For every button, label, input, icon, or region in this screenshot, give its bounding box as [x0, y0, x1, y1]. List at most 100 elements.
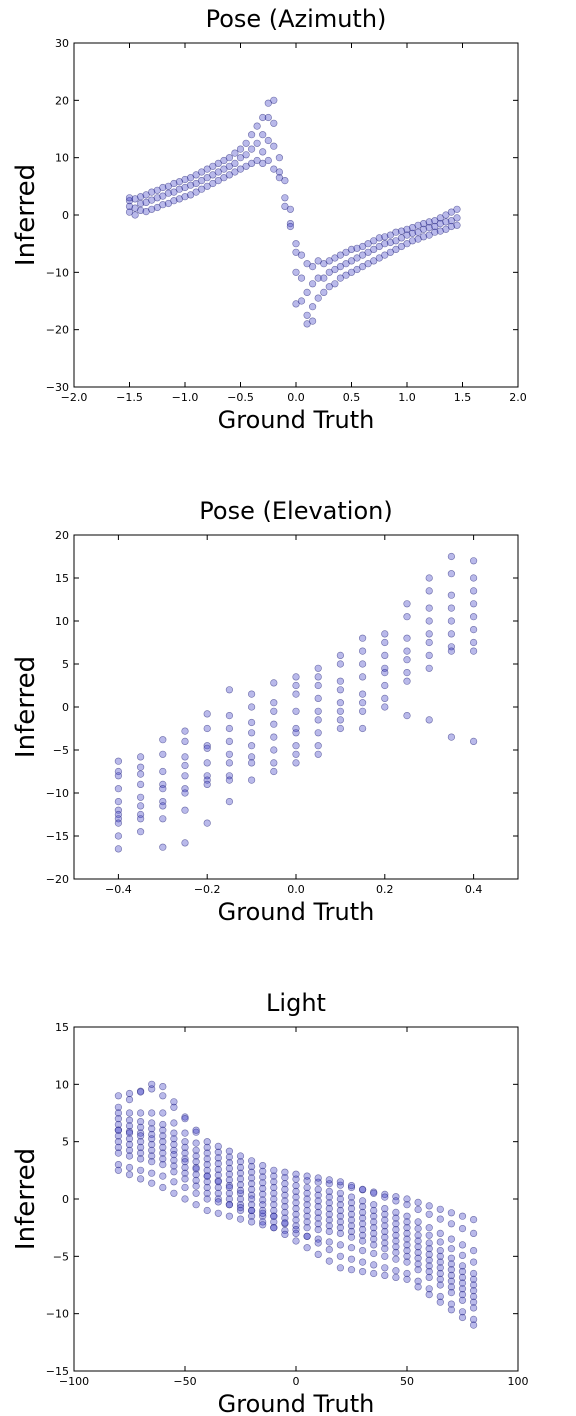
data-point [181, 727, 189, 735]
data-point [281, 177, 289, 185]
y-axis-label: Inferred [11, 1148, 41, 1250]
data-point [203, 1138, 211, 1146]
data-point [292, 750, 300, 758]
data-point [159, 1155, 167, 1163]
data-point [392, 1208, 400, 1216]
data-point [370, 1201, 378, 1209]
data-point [297, 274, 306, 282]
data-point [347, 257, 356, 265]
data-point [270, 1218, 278, 1226]
data-point [270, 720, 278, 728]
data-point [281, 1208, 289, 1216]
data-point [381, 1190, 389, 1198]
data-point [214, 159, 222, 167]
data-point [414, 1260, 422, 1268]
data-point [292, 1199, 300, 1207]
data-point [231, 168, 239, 176]
data-point [181, 753, 189, 761]
data-point [159, 201, 167, 209]
data-point [281, 1226, 289, 1235]
data-point [248, 1218, 256, 1226]
data-point [248, 690, 256, 698]
y-tick-label: 20 [55, 94, 69, 107]
data-point [447, 217, 456, 225]
data-point [114, 845, 122, 853]
data-point [336, 1206, 345, 1215]
data-point [248, 1174, 256, 1182]
x-tick-label: −0.2 [194, 883, 221, 896]
data-point [270, 1224, 278, 1232]
plot-frame [73, 534, 519, 880]
data-point [170, 197, 178, 205]
data-point [281, 1197, 289, 1205]
data-point [159, 1109, 167, 1117]
data-point [259, 1179, 267, 1187]
data-point [203, 780, 211, 789]
data-point [187, 181, 195, 189]
data-point [159, 1143, 167, 1151]
data-point [447, 1271, 456, 1279]
data-point [447, 1245, 456, 1253]
data-point [203, 710, 211, 718]
data-point [192, 1170, 200, 1179]
data-point [447, 1220, 456, 1228]
data-point [170, 188, 178, 196]
data-point [436, 1292, 444, 1301]
data-point [170, 179, 178, 188]
data-point [248, 1206, 256, 1215]
data-point [181, 761, 189, 770]
data-point [470, 1287, 478, 1295]
x-tick-label: −0.5 [227, 391, 254, 404]
data-point [359, 699, 367, 707]
data-point [303, 1224, 311, 1232]
data-point [375, 254, 383, 262]
data-point [137, 793, 145, 801]
data-point [125, 202, 134, 210]
data-point [447, 647, 456, 655]
data-point [370, 1218, 378, 1226]
data-point [458, 1313, 467, 1322]
data-point [320, 288, 328, 297]
data-point [225, 1153, 233, 1161]
data-point [203, 759, 211, 767]
data-point [203, 1183, 211, 1192]
data-point [281, 1191, 289, 1199]
data-point [470, 1246, 478, 1255]
data-point [436, 1275, 444, 1283]
data-point [447, 617, 456, 625]
data-point [431, 222, 439, 231]
data-point [137, 802, 145, 810]
x-tick-label: 0 [293, 1375, 300, 1388]
data-point [414, 1248, 422, 1257]
data-point [137, 1143, 145, 1151]
y-tick-label: −10 [46, 787, 69, 800]
data-point [314, 664, 322, 672]
x-tick-label: −50 [173, 1375, 196, 1388]
data-point [403, 1212, 411, 1220]
data-point [181, 737, 189, 746]
data-point [458, 1273, 467, 1281]
data-point [447, 1306, 456, 1314]
data-point [470, 1215, 478, 1224]
data-point [370, 237, 378, 245]
data-point [181, 1113, 189, 1121]
data-point [209, 171, 217, 179]
data-point [381, 638, 389, 647]
data-point [214, 1142, 222, 1150]
data-point [392, 228, 400, 236]
data-point [292, 690, 300, 698]
y-tick-label: −20 [46, 873, 69, 886]
data-point [181, 1158, 189, 1166]
data-point [270, 1212, 278, 1220]
data-point [425, 224, 433, 232]
data-point [320, 274, 328, 282]
data-point [447, 222, 456, 231]
data-point [325, 1210, 333, 1218]
data-point [425, 617, 433, 625]
data-point [114, 1109, 122, 1117]
x-ticks: −100 −50 0 50 100 [59, 1027, 529, 1388]
y-tick-label: 10 [55, 152, 69, 165]
data-point [414, 1198, 422, 1206]
data-point [148, 1130, 156, 1139]
data-point [470, 574, 478, 582]
